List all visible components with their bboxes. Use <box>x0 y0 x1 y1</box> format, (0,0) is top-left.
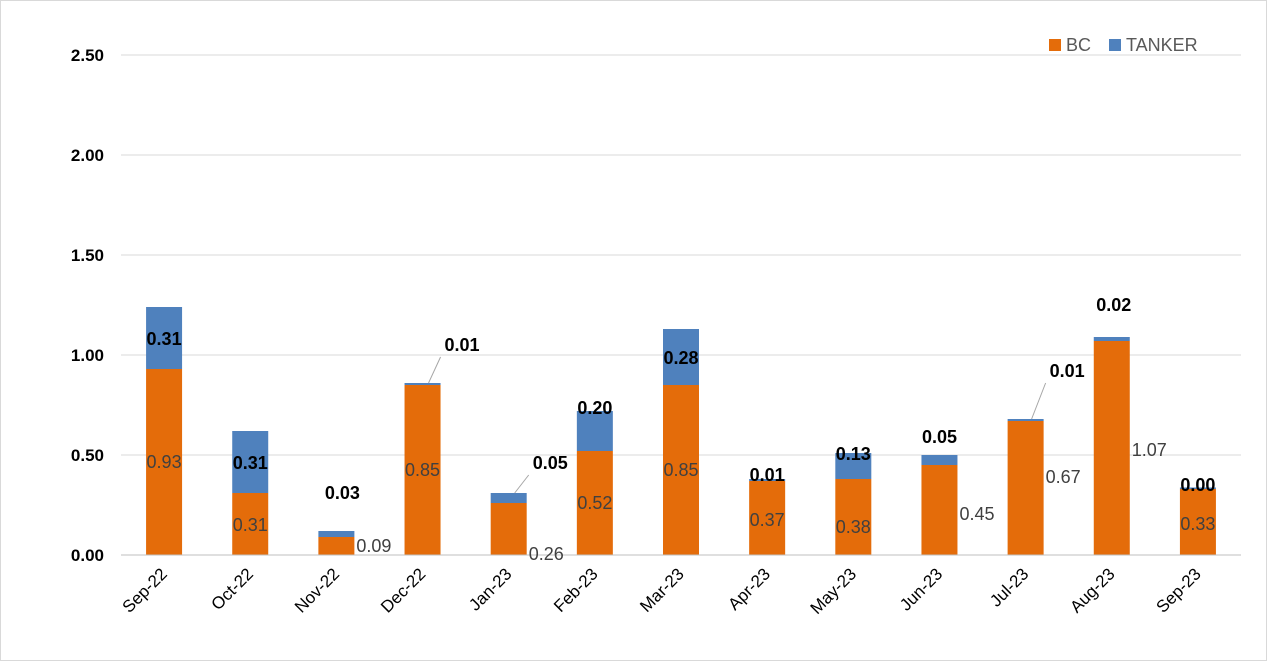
bar-bc <box>146 369 183 555</box>
bar-bc <box>921 465 958 555</box>
y-tick-label: 1.00 <box>71 346 104 365</box>
leader-line <box>428 356 441 384</box>
bar-tanker <box>576 411 613 451</box>
bar-tanker <box>835 453 872 479</box>
data-label-tanker: 0.01 <box>1050 361 1085 381</box>
data-label-bc: 0.26 <box>529 544 564 564</box>
data-label-bc: 1.07 <box>1132 440 1167 460</box>
data-label-tanker: 0.05 <box>533 453 568 473</box>
x-tick-label: Jan-23 <box>465 564 515 614</box>
x-tick-label: May-23 <box>807 564 861 618</box>
bars <box>146 307 1216 555</box>
bar-bc <box>1007 421 1044 555</box>
x-axis: Sep-22 Oct-22 Nov-22 Dec-22 Jan-23 Feb-23 Mar-… <box>119 554 1241 618</box>
leader-line <box>1031 382 1047 420</box>
legend-label: TANKER <box>1126 35 1198 55</box>
x-tick-label: Apr-23 <box>724 564 774 614</box>
y-tick-label: 1.50 <box>71 246 104 265</box>
data-label-bc: 0.93 <box>147 452 182 472</box>
bar-bc <box>318 537 355 555</box>
data-label-tanker: 0.13 <box>836 444 871 464</box>
bar-tanker <box>490 493 527 503</box>
x-tick-label: Feb-23 <box>550 564 602 616</box>
y-tick-label: 0.00 <box>71 546 104 565</box>
data-label-tanker: 0.31 <box>233 453 268 473</box>
data-label-tanker: 0.02 <box>1096 295 1131 315</box>
data-label-bc: 0.33 <box>1180 514 1215 534</box>
bar-bc <box>404 385 441 555</box>
bar-bc <box>576 451 613 555</box>
legend-label: BC <box>1066 35 1091 55</box>
bar-bc <box>749 481 786 555</box>
y-tick-label: 2.50 <box>71 46 104 65</box>
bar-tanker <box>1007 419 1044 421</box>
data-label-tanker: 0.00 <box>1180 475 1215 495</box>
data-label-bc: 0.85 <box>405 460 440 480</box>
bar-bc <box>1179 489 1216 555</box>
data-label-tanker: 0.28 <box>663 348 698 368</box>
bar-tanker <box>749 479 786 481</box>
data-label-bc: 0.52 <box>577 493 612 513</box>
data-label-bc: 0.38 <box>836 517 871 537</box>
bar-tanker <box>1179 487 1216 489</box>
x-tick-label: Sep-22 <box>119 564 171 616</box>
bar-tanker <box>232 431 269 493</box>
data-label-tanker: 0.05 <box>922 427 957 447</box>
bar-bc <box>663 385 699 555</box>
bar-bc <box>1093 341 1130 555</box>
legend-swatch <box>1049 39 1061 51</box>
bar-tanker <box>318 531 355 537</box>
data-label-bc: 0.37 <box>750 510 785 530</box>
leader-line <box>514 474 530 494</box>
bar-tanker <box>663 329 699 385</box>
data-label-bc: 0.67 <box>1046 467 1081 487</box>
x-tick-label: Jul-23 <box>986 564 1032 610</box>
data-label-bc: 0.85 <box>663 460 698 480</box>
bar-tanker <box>146 307 183 369</box>
bar-tanker <box>1093 337 1130 341</box>
legend: BC TANKER <box>1049 35 1198 55</box>
data-label-tanker: 0.01 <box>445 335 480 355</box>
bar-bc <box>490 503 527 555</box>
x-tick-label: Mar-23 <box>636 564 688 616</box>
data-label-tanker: 0.31 <box>147 329 182 349</box>
y-tick-label: 2.00 <box>71 146 104 165</box>
y-axis: 0.00 0.50 1.00 1.50 2.00 2.50 <box>71 46 104 565</box>
bar-bc <box>835 479 872 555</box>
x-tick-label: Sep-23 <box>1153 564 1205 616</box>
data-label-tanker: 0.20 <box>577 398 612 418</box>
x-tick-label: Aug-23 <box>1066 564 1118 616</box>
legend-swatch <box>1109 39 1121 51</box>
data-labels: 0.93 0.31 0.31 0.31 0.09 0.03 0.85 0.01 0.26 0.05… <box>147 295 1216 564</box>
x-tick-label: Jun-23 <box>896 564 946 614</box>
x-tick-label: Oct-22 <box>208 564 258 614</box>
bar-bc <box>232 493 269 555</box>
gridlines <box>121 54 1241 456</box>
data-label-tanker: 0.03 <box>325 483 360 503</box>
data-label-bc: 0.09 <box>356 536 391 556</box>
data-label-tanker: 0.01 <box>750 465 785 485</box>
x-tick-label: Nov-22 <box>291 564 343 616</box>
data-label-bc: 0.31 <box>233 515 268 535</box>
bar-tanker <box>921 455 958 465</box>
data-label-bc: 0.45 <box>959 504 994 524</box>
bar-tanker <box>404 383 441 385</box>
y-tick-label: 0.50 <box>71 446 104 465</box>
x-tick-label: Dec-22 <box>377 564 429 616</box>
